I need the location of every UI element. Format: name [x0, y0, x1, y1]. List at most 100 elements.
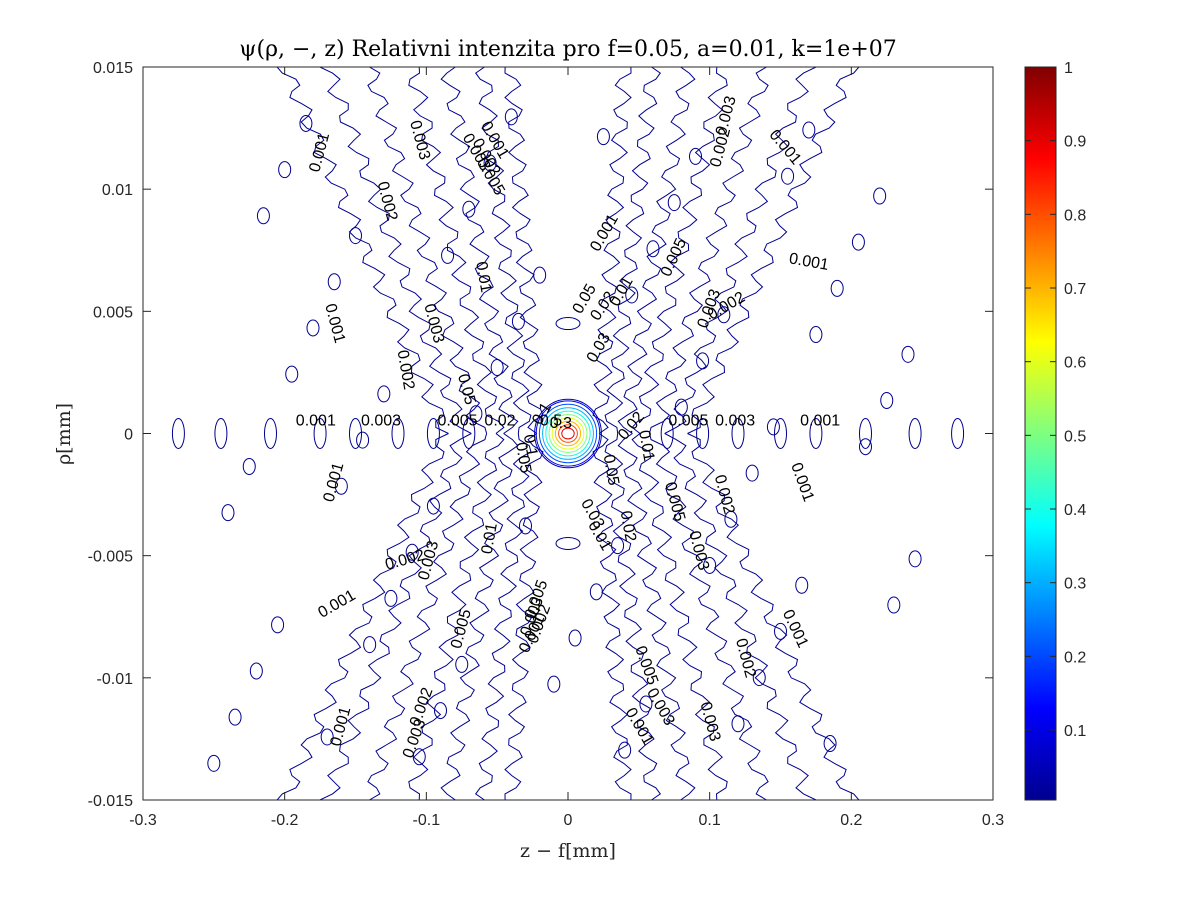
focal-contour: [558, 424, 578, 443]
contour-blob: [320, 728, 334, 746]
contour-blob: [327, 273, 341, 291]
contour-label: 0.001: [800, 413, 840, 430]
contour-blob: [830, 279, 844, 297]
contour-blob: [455, 655, 469, 673]
contour-blob: [285, 365, 299, 383]
contour-blob: [887, 596, 901, 614]
contour-blob: [363, 636, 377, 654]
contour-line: [367, 67, 488, 434]
colorbar: [1024, 66, 1057, 801]
contour-line: [276, 67, 449, 434]
contour-blob: [483, 154, 497, 172]
contour-blob: [405, 543, 419, 561]
contour-blob: [511, 312, 525, 330]
x-tick-label: -0.1: [413, 812, 441, 829]
colorbar-tick-label: 0.5: [1064, 428, 1086, 445]
contour-blob: [356, 431, 370, 449]
axis-contour-blob: [391, 418, 405, 449]
contour-blob: [639, 695, 653, 713]
x-axis-ticks: -0.3 -0.2 -0.1 0 0.1 0.2 0.3: [129, 67, 1004, 829]
colorbar-tick-label: 0.6: [1064, 355, 1086, 372]
contour-blob: [795, 576, 809, 594]
axis-contour-blob: [214, 418, 228, 449]
x-tick-label: 0: [564, 812, 573, 829]
contour-label: 0.01: [479, 522, 501, 556]
axis-contour-blob: [313, 418, 327, 449]
contour-blob: [901, 345, 915, 363]
contour-blob: [859, 438, 872, 456]
contour-blob: [766, 418, 780, 436]
contour-line: [319, 433, 472, 800]
colorbar-tick-label: 0.2: [1064, 649, 1086, 666]
contour-blob: [596, 128, 610, 146]
contour-line: [604, 433, 662, 800]
colorbar-tick-label: 0.8: [1064, 207, 1086, 224]
axis-contour-blob: [951, 418, 965, 449]
contour-blob: [873, 187, 887, 205]
contour-blob: [611, 537, 625, 555]
contour-blob: [334, 477, 348, 495]
contour-label: 0.003: [361, 413, 401, 430]
contour-blob: [519, 517, 532, 535]
contour-blob: [256, 207, 270, 225]
focal-contour: [551, 417, 585, 450]
axis-contour-blob: [859, 418, 872, 449]
contour-line: [367, 433, 488, 800]
axis-contour-blob: [660, 418, 674, 449]
contour-lines: [171, 67, 965, 800]
contour-line: [648, 433, 769, 800]
contour-blob: [377, 385, 391, 403]
contour-blob: [533, 266, 547, 284]
colorbar-tick-label: 0.1: [1064, 723, 1086, 740]
contour-blob: [349, 227, 362, 245]
contour-blob: [809, 326, 823, 344]
contour-blob: [441, 246, 455, 264]
contour-line: [474, 67, 532, 434]
contour-blob: [745, 464, 759, 482]
contour-blob: [851, 233, 865, 251]
focal-contour: [542, 407, 594, 460]
colorbar-tick-label: 0.4: [1064, 502, 1086, 519]
contour-blob: [880, 392, 894, 410]
contour-label: 0.1: [520, 433, 541, 458]
contour-blob: [625, 286, 639, 304]
contour-blob: [249, 662, 263, 680]
x-axis-label: z − f[mm]: [520, 840, 616, 862]
focal-contour: [534, 398, 602, 469]
contour-line: [617, 67, 696, 434]
contour-blob: [731, 715, 745, 733]
contour-blob: [717, 306, 731, 324]
focal-spot-contours: [534, 317, 602, 550]
contour-label: 0.05: [512, 441, 534, 475]
contour-line: [687, 433, 860, 800]
contour-blob: [674, 398, 688, 416]
contour-blob: [667, 194, 681, 212]
contour-line: [617, 433, 696, 800]
focal-contour: [545, 410, 591, 457]
colorbar-tick-label: 1: [1064, 60, 1073, 77]
contour-blob: [412, 748, 426, 766]
contour-blob: [823, 735, 837, 753]
contour-line: [504, 433, 544, 800]
contour-line: [440, 433, 519, 800]
axis-contour-blob: [462, 418, 476, 449]
contour-blob: [781, 167, 795, 185]
contour-line: [631, 67, 728, 434]
contour-blob: [547, 675, 561, 693]
contour-blob: [689, 147, 702, 165]
y-tick-label: 0.005: [93, 304, 133, 321]
contour-label: 0.001: [788, 250, 830, 274]
contour-label: 0.002: [394, 349, 418, 391]
contour-line: [664, 433, 817, 800]
x-tick-label: 0.2: [840, 812, 862, 829]
contour-blob: [469, 405, 483, 423]
plot-area: [143, 67, 993, 800]
contour-blob: [703, 556, 717, 574]
axis-contour-blob: [426, 418, 440, 449]
contour-label: 0.01: [472, 260, 494, 294]
contour-blob: [774, 622, 787, 640]
x-tick-label: -0.3: [129, 812, 157, 829]
contour-blob: [696, 352, 710, 370]
contour-blob: [306, 319, 320, 337]
